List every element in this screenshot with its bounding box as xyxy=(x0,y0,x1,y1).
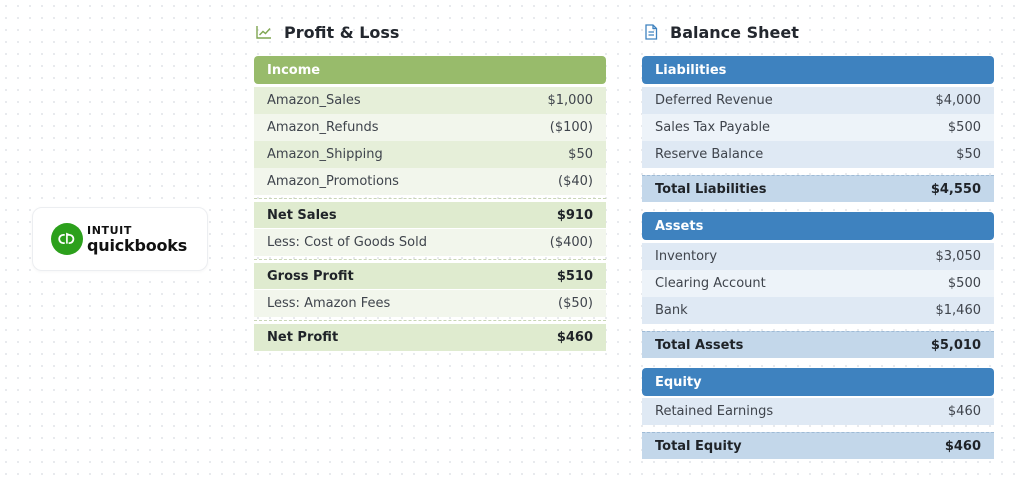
row-value: $1,000 xyxy=(547,93,594,108)
income-header-label: Income xyxy=(267,62,321,78)
table-row: Deferred Revenue $4,000 xyxy=(642,87,994,114)
row-label: Net Profit xyxy=(267,330,339,345)
row-value: $510 xyxy=(556,268,593,284)
document-icon xyxy=(645,24,658,40)
balance-sheet-title: Balance Sheet xyxy=(644,19,799,45)
row-value: $1,460 xyxy=(935,303,982,318)
profit-loss-title: Profit & Loss xyxy=(256,19,399,45)
quickbooks-logo-icon xyxy=(51,223,83,255)
row-label: Amazon_Sales xyxy=(267,93,361,108)
row-label: Retained Earnings xyxy=(655,404,774,419)
amazon-fees-row: Less: Amazon Fees ($50) xyxy=(254,290,606,317)
row-label: Total Assets xyxy=(655,337,744,353)
row-label: Sales Tax Payable xyxy=(655,120,771,135)
row-value: $460 xyxy=(944,438,981,454)
divider xyxy=(254,198,606,199)
row-value: $50 xyxy=(568,147,593,162)
gross-profit-row: Gross Profit $510 xyxy=(254,263,606,289)
assets-header: Assets xyxy=(642,212,994,240)
table-row: Bank $1,460 xyxy=(642,297,994,324)
row-value: $4,550 xyxy=(930,181,981,197)
row-label: Inventory xyxy=(655,249,718,264)
row-value: $910 xyxy=(556,207,593,223)
row-value: ($100) xyxy=(549,120,593,135)
profit-loss-title-text: Profit & Loss xyxy=(284,22,400,42)
liabilities-header: Liabilities xyxy=(642,56,994,84)
row-label: Less: Amazon Fees xyxy=(267,296,391,311)
row-value: ($400) xyxy=(549,235,593,250)
net-sales-row: Net Sales $910 xyxy=(254,202,606,228)
row-label: Less: Cost of Goods Sold xyxy=(267,235,427,250)
brand-quickbooks: quickbooks xyxy=(87,235,188,255)
table-row: Reserve Balance $50 xyxy=(642,141,994,168)
table-row: Amazon_Shipping $50 xyxy=(254,141,606,168)
row-value: $500 xyxy=(947,120,981,135)
net-profit-row: Net Profit $460 xyxy=(254,324,606,351)
equity-header: Equity xyxy=(642,368,994,396)
row-label: Amazon_Refunds xyxy=(267,120,379,135)
row-label: Total Equity xyxy=(655,438,742,454)
equity-header-label: Equity xyxy=(655,374,702,390)
assets-header-label: Assets xyxy=(655,218,704,234)
divider xyxy=(254,259,606,260)
row-value: $460 xyxy=(556,330,593,345)
table-row: Inventory $3,050 xyxy=(642,243,994,270)
total-assets-row: Total Assets $5,010 xyxy=(642,331,994,358)
row-label: Clearing Account xyxy=(655,276,766,291)
row-label: Amazon_Promotions xyxy=(267,174,399,189)
income-header: Income xyxy=(254,56,606,84)
row-label: Net Sales xyxy=(267,207,337,223)
table-row: Amazon_Refunds ($100) xyxy=(254,114,606,141)
row-value: ($40) xyxy=(558,174,593,189)
row-value: $50 xyxy=(956,147,981,162)
row-label: Reserve Balance xyxy=(655,147,764,162)
row-value: ($50) xyxy=(558,296,593,311)
row-label: Bank xyxy=(655,303,688,318)
table-row: Amazon_Sales $1,000 xyxy=(254,87,606,114)
total-equity-row: Total Equity $460 xyxy=(642,432,994,459)
quickbooks-logo: INTUIT quickbooks xyxy=(32,207,208,271)
total-liabilities-row: Total Liabilities $4,550 xyxy=(642,175,994,202)
divider xyxy=(254,320,606,321)
table-row: Amazon_Promotions ($40) xyxy=(254,168,606,195)
row-value: $460 xyxy=(947,404,981,419)
cogs-row: Less: Cost of Goods Sold ($400) xyxy=(254,229,606,256)
line-chart-icon xyxy=(256,26,271,39)
row-value: $5,010 xyxy=(930,337,981,353)
row-value: $3,050 xyxy=(935,249,982,264)
brand-intuit: INTUIT xyxy=(87,223,132,237)
balance-sheet-title-text: Balance Sheet xyxy=(670,22,799,42)
table-row: Sales Tax Payable $500 xyxy=(642,114,994,141)
table-row: Clearing Account $500 xyxy=(642,270,994,297)
row-label: Gross Profit xyxy=(267,268,354,284)
row-label: Total Liabilities xyxy=(655,181,767,197)
row-label: Amazon_Shipping xyxy=(267,147,383,162)
table-row: Retained Earnings $460 xyxy=(642,398,994,425)
liabilities-header-label: Liabilities xyxy=(655,62,727,78)
row-value: $500 xyxy=(947,276,981,291)
row-label: Deferred Revenue xyxy=(655,93,773,108)
row-value: $4,000 xyxy=(935,93,982,108)
